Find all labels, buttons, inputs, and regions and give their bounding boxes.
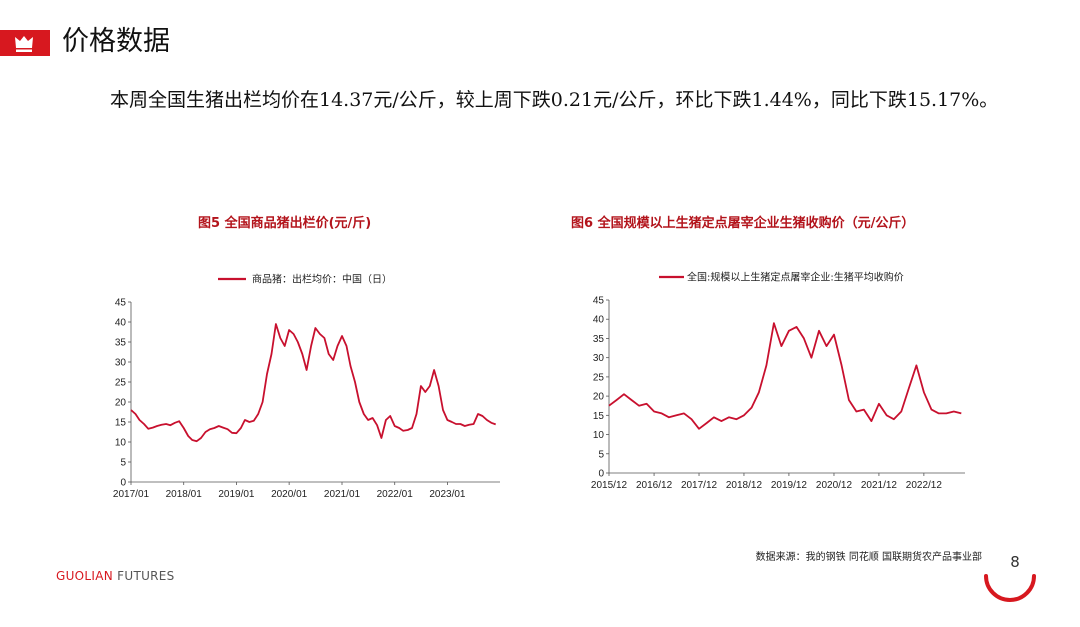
chart1: 商品猪：出栏均价：中国（日） 0 5 10 15 20 25 30 35 40 45 2017/01… [113,273,500,500]
summary-text: 本周全国生猪出栏均价在14.37元/公斤，较上周下跌0.21元/公斤，环比下跌1… [110,89,999,111]
chart1-y-tick-label: 40 [115,318,127,329]
chart2-series-line [608,322,962,430]
chart2-y-tick-label: 20 [593,392,605,403]
chart1-y-tick-label: 45 [115,298,127,309]
data-source-note: 数据来源：我的钢铁 同花顺 国联期货农产品事业部 [755,552,982,563]
chart1-y-tick-label: 20 [115,398,127,409]
chart2-title: 图6 全国规模以上生猪定点屠宰企业生猪收购价（元/公斤） [571,216,915,231]
chart1-x-tick-label: 2017/01 [113,489,150,500]
chart1-y-tick-label: 5 [120,458,126,469]
chart1-legend: 商品猪：出栏均价：中国（日） [218,273,392,286]
chart2-x-tick-label: 2022/12 [906,480,943,491]
chart1-x-tick-label: 2019/01 [218,489,255,500]
chart2-y-tick-label: 5 [598,449,604,460]
page-number: 8 [1010,553,1020,571]
chart1-title: 图5 全国商品猪出栏价(元/斤) [198,216,372,231]
chart2: 全国:规模以上生猪定点屠宰企业:生猪平均收购价 0 5 10 15 20 25 30 35 40… [591,271,965,491]
chart2-x-tick-label: 2016/12 [636,480,673,491]
chart2-x-tick-label: 2015/12 [591,480,628,491]
chart1-x-tick-label: 2022/01 [377,489,414,500]
brand-logo-text: GUOLIAN FUTURES [56,569,175,583]
chart1-y-tick-label: 35 [115,338,127,349]
chart1-y-tick-label: 15 [115,418,127,429]
chart2-x-tick-label: 2020/12 [816,480,853,491]
chart2-y-tick-label: 35 [593,334,605,345]
chart2-legend-label: 全国:规模以上生猪定点屠宰企业:生猪平均收购价 [687,271,904,284]
chart1-y-tick-label: 25 [115,378,127,389]
chart2-x-tick-label: 2017/12 [681,480,718,491]
brand-part2: FUTURES [113,569,175,583]
chart1-x-tick-label: 2021/01 [324,489,361,500]
chart1-legend-label: 商品猪：出栏均价：中国（日） [252,273,392,286]
chart1-x-tick-label: 2018/01 [166,489,203,500]
crown-icon [15,36,33,52]
page-corner-arc-icon [984,574,1036,602]
chart2-y-tick-label: 25 [593,372,605,383]
chart2-y-tick-label: 15 [593,411,605,422]
header-accent-bar [0,30,50,56]
chart2-legend: 全国:规模以上生猪定点屠宰企业:生猪平均收购价 [659,271,904,284]
chart1-y-tick-label: 0 [120,478,126,489]
chart1-y-tick-label: 30 [115,358,127,369]
chart1-x-tick-label: 2020/01 [271,489,308,500]
chart2-x-tick-label: 2021/12 [861,480,898,491]
chart2-y-tick-label: 0 [598,469,604,480]
chart2-y-tick-label: 45 [593,296,605,307]
chart2-y-tick-label: 40 [593,315,605,326]
chart1-series-line [130,323,497,443]
chart2-y-tick-label: 30 [593,353,605,364]
chart2-y-tick-label: 10 [593,430,605,441]
chart1-x-tick-label: 2023/01 [429,489,466,500]
page-title: 价格数据 [62,26,170,57]
brand-part1: GUOLIAN [56,569,114,583]
chart2-x-tick-label: 2019/12 [771,480,808,491]
chart1-y-tick-label: 10 [115,438,127,449]
chart2-x-tick-label: 2018/12 [726,480,763,491]
